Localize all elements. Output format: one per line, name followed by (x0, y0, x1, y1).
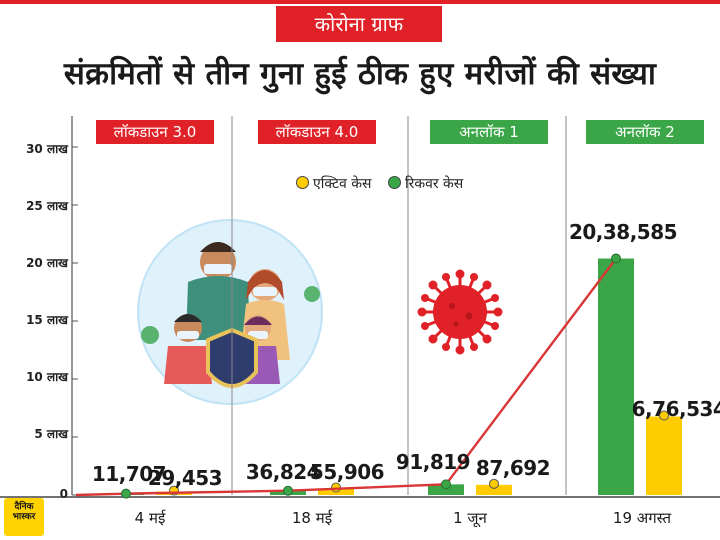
data-label-active-4-may: 29,453 (147, 466, 223, 490)
bar-recovered (598, 258, 634, 495)
top-accent-rule (0, 0, 720, 4)
point-active (659, 410, 669, 421)
logo-line-1: दैनिक (14, 502, 34, 512)
y-tick-label: 20 लाख (26, 256, 68, 270)
x-category-label: 19 अगस्त (612, 509, 672, 527)
legend-label-active: एक्टिव केस (313, 176, 372, 192)
phase-unlock-1: अनलॉक 1 (430, 120, 548, 144)
legend-label-recovered: रिकवर केस (404, 176, 464, 192)
phase-lockdown-4: लॉकडाउन 4.0 (258, 120, 376, 144)
data-label-recovered-19-august: 20,38,585 (568, 220, 678, 244)
data-label-recovered-1-june: 91,819 (395, 450, 471, 474)
y-tick-label: 15 लाख (26, 313, 68, 327)
section-tag: कोरोना ग्राफ (276, 6, 442, 42)
phase-lockdown-3: लॉकडाउन 3.0 (96, 120, 214, 144)
y-tick-label: 10 लाख (26, 370, 68, 384)
point-active (489, 478, 499, 489)
x-category-label: 4 मई (134, 509, 166, 527)
coronavirus-icon (417, 269, 503, 355)
x-category-label: 18 मई (291, 509, 333, 527)
bar-active (646, 416, 682, 495)
y-tick-label: 0 (59, 487, 68, 501)
bar-active (476, 484, 512, 495)
y-tick-label: 30 लाख (26, 142, 68, 156)
legend-item-recovered: रिकवर केस (387, 176, 464, 192)
logo-line-2: भास्कर (12, 512, 36, 522)
chart-title: संक्रमितों से तीन गुना हुई ठीक हुए मरीजो… (63, 56, 657, 92)
legend-swatch-recovered (387, 176, 401, 189)
data-label-active-19-august: 6,76,534 (631, 397, 720, 421)
data-label-recovered-4-may: 11,707 (91, 462, 167, 486)
y-tick-label: 25 लाख (26, 199, 68, 213)
data-label-recovered-18-may: 36,824 (245, 460, 321, 484)
chart-legend: एक्टिव केस रिकवर केस (296, 174, 475, 193)
dainik-bhaskar-logo: दैनिक भास्कर (4, 498, 44, 536)
point-recovered (611, 253, 621, 264)
legend-item-active: एक्टिव केस (296, 176, 376, 192)
family-mask-illustration (137, 219, 323, 405)
point-recovered (283, 485, 293, 496)
legend-swatch-active (296, 176, 309, 189)
point-recovered (441, 479, 451, 490)
data-label-active-18-may: 55,906 (309, 460, 385, 484)
x-category-label: 1 जून (453, 509, 487, 527)
phase-unlock-2: अनलॉक 2 (586, 120, 704, 144)
data-label-active-1-june: 87,692 (475, 456, 551, 480)
y-tick-label: 5 लाख (34, 427, 68, 441)
point-recovered (121, 488, 131, 499)
bar-recovered (428, 484, 464, 495)
